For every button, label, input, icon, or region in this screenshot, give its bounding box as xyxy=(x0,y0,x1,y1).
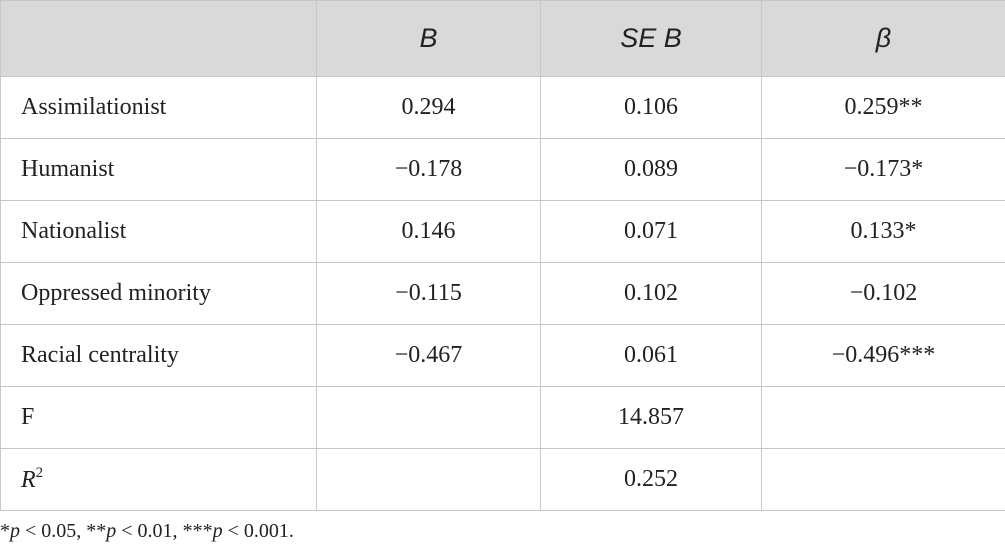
table-row: Assimilationist 0.294 0.106 0.259** xyxy=(0,76,1005,139)
r2-row: R2 0.252 xyxy=(0,448,1005,511)
cell-beta: −0.102 xyxy=(761,262,1005,325)
note-rest-2: < 0.01, xyxy=(116,520,183,542)
table-row: Racial centrality −0.467 0.061 −0.496*** xyxy=(0,324,1005,387)
cell-beta: 0.259** xyxy=(761,76,1005,139)
header-se-b: SE B xyxy=(540,0,762,77)
r2-label-base: R xyxy=(21,467,36,493)
row-label: Racial centrality xyxy=(0,324,317,387)
row-label: Oppressed minority xyxy=(0,262,317,325)
row-label: Assimilationist xyxy=(0,76,317,139)
r2-empty-beta xyxy=(761,448,1005,511)
cell-beta: −0.496*** xyxy=(761,324,1005,387)
f-empty-beta xyxy=(761,386,1005,449)
cell-b: −0.178 xyxy=(316,138,541,201)
cell-se-b: 0.089 xyxy=(540,138,762,201)
header-blank xyxy=(0,0,317,77)
cell-se-b: 0.071 xyxy=(540,200,762,263)
cell-b: −0.467 xyxy=(316,324,541,387)
note-star-3: *** xyxy=(182,520,213,542)
note-rest-3: < 0.001. xyxy=(222,520,294,542)
note-p-1: p xyxy=(10,520,20,542)
cell-beta: −0.173* xyxy=(761,138,1005,201)
note-star-1: * xyxy=(0,520,10,542)
f-label: F xyxy=(0,386,317,449)
cell-b: 0.294 xyxy=(316,76,541,139)
r2-value: 0.252 xyxy=(540,448,762,511)
cell-se-b: 0.102 xyxy=(540,262,762,325)
significance-note: *p < 0.05, **p < 0.01, ***p < 0.001. xyxy=(0,520,294,543)
table-row: Oppressed minority −0.115 0.102 −0.102 xyxy=(0,262,1005,325)
f-row: F 14.857 xyxy=(0,386,1005,449)
cell-b: −0.115 xyxy=(316,262,541,325)
regression-table: B SE B β Assimilationist 0.294 0.106 0.2… xyxy=(0,0,1005,511)
cell-b: 0.146 xyxy=(316,200,541,263)
cell-se-b: 0.061 xyxy=(540,324,762,387)
cell-se-b: 0.106 xyxy=(540,76,762,139)
table-row: Humanist −0.178 0.089 −0.173* xyxy=(0,138,1005,201)
note-p-3: p xyxy=(212,520,223,542)
note-p-2: p xyxy=(106,520,117,542)
table-row: Nationalist 0.146 0.071 0.133* xyxy=(0,200,1005,263)
header-b: B xyxy=(316,0,541,77)
note-star-2: ** xyxy=(86,520,107,542)
row-label: Humanist xyxy=(0,138,317,201)
r2-empty-b xyxy=(316,448,541,511)
row-label: Nationalist xyxy=(0,200,317,263)
cell-beta: 0.133* xyxy=(761,200,1005,263)
header-beta: β xyxy=(761,0,1005,77)
f-value: 14.857 xyxy=(540,386,762,449)
r2-label-sup: 2 xyxy=(35,465,44,481)
f-empty-b xyxy=(316,386,541,449)
note-rest-1: < 0.05, xyxy=(20,520,87,542)
header-row: B SE B β xyxy=(0,0,1005,77)
r2-label: R2 xyxy=(0,448,317,511)
